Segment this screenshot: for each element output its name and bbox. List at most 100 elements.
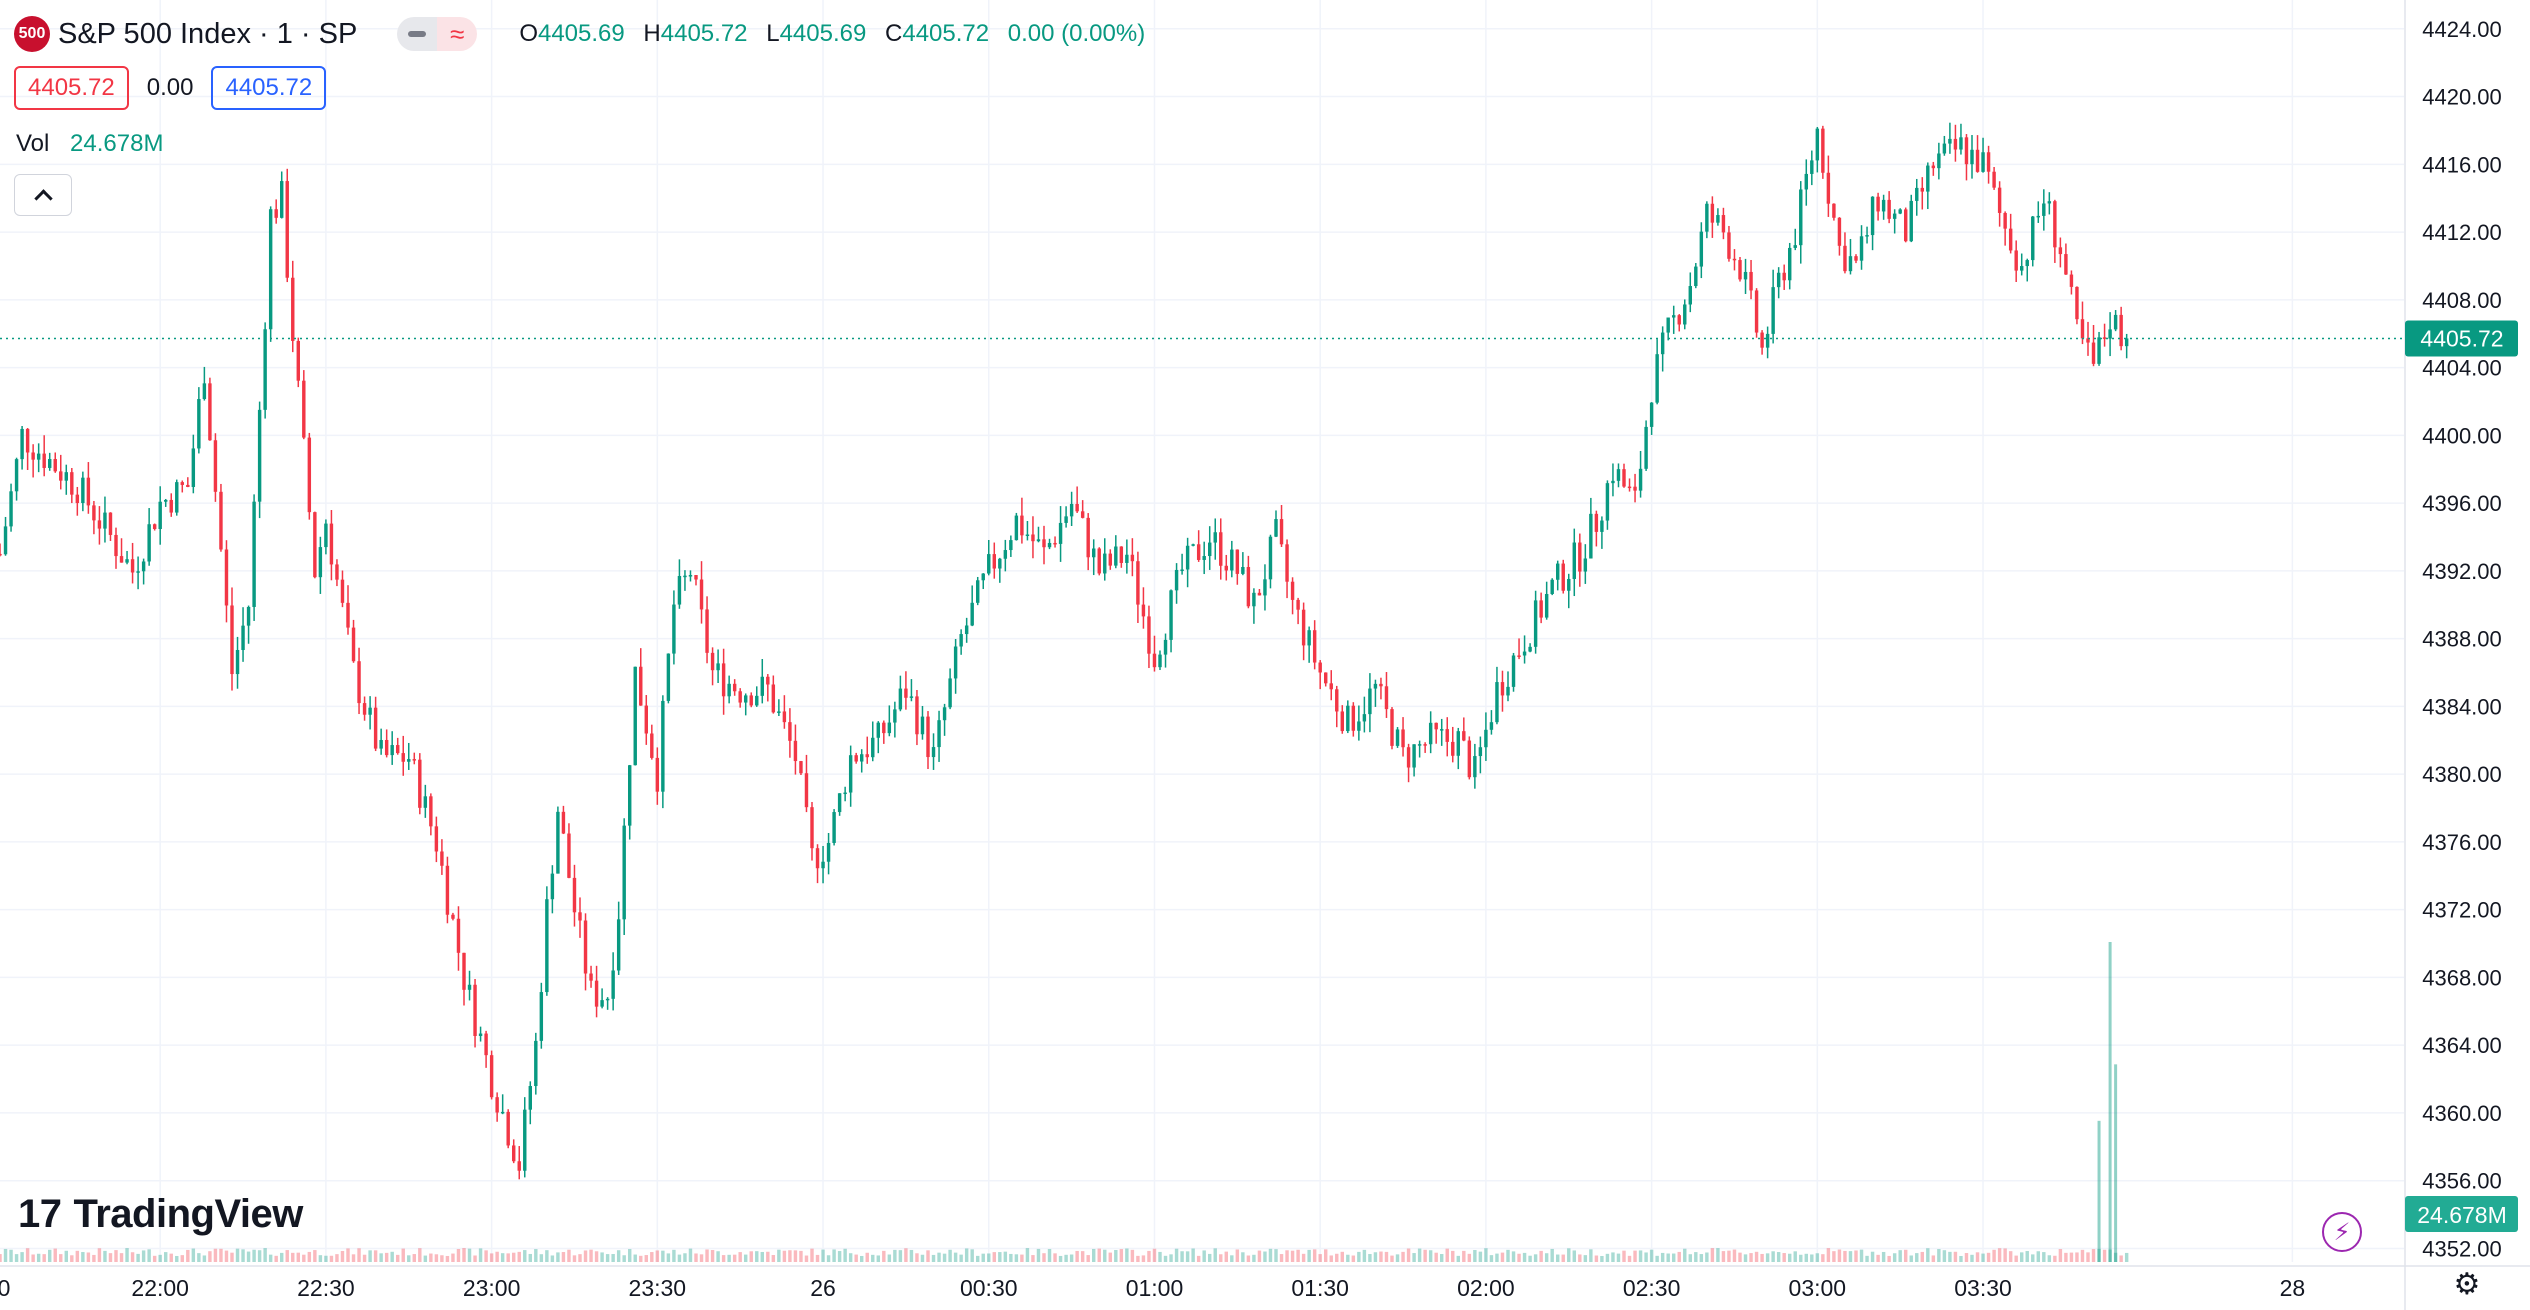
volume-bar	[826, 1255, 831, 1262]
volume-bar	[1373, 1252, 1378, 1262]
lightning-icon[interactable]: ⚡	[2322, 1212, 2362, 1252]
volume-bar	[1268, 1248, 1273, 1262]
candle-body	[1075, 503, 1079, 512]
volume-bar	[48, 1249, 52, 1262]
candle-body	[788, 722, 792, 741]
candle-body	[1605, 483, 1610, 521]
volume-bar	[1031, 1255, 1035, 1262]
price-axis[interactable]: 4424.00 4420.00 4416.00 4412.00 4408.00 4404.…	[2404, 0, 2502, 1310]
market-closed-icon[interactable]	[397, 17, 438, 51]
candle-body	[1379, 683, 1383, 687]
volume-bar	[1191, 1248, 1195, 1262]
candle-body	[1428, 722, 1433, 745]
candle-body	[942, 707, 947, 721]
volume-bar	[257, 1250, 262, 1262]
volume-bar	[1042, 1253, 1046, 1262]
volume-bar	[523, 1250, 527, 1262]
candle-body	[1268, 536, 1273, 580]
time-axis[interactable]: :30 22:00 22:30 23:00 23:30 26 00:30 01:00 01:30…	[0, 1265, 2530, 1301]
candle-body	[213, 440, 218, 492]
volume-bar	[561, 1252, 566, 1262]
candle-body	[1716, 215, 1720, 223]
volume-bar	[1456, 1255, 1460, 1262]
volume-bar	[1522, 1252, 1527, 1262]
volume-bar	[1611, 1252, 1615, 1262]
candle-body	[1567, 578, 1571, 591]
symbol-title[interactable]: S&P 500 Index · 1 · SP	[58, 17, 358, 50]
volume-bar	[285, 1250, 289, 1262]
candle-body	[274, 209, 278, 218]
volume-bar	[2008, 1251, 2013, 1262]
candle-body	[882, 722, 886, 734]
candle-body	[2036, 215, 2040, 218]
volume-bar	[418, 1248, 422, 1262]
volume-bar	[1550, 1248, 1554, 1262]
candle-body	[1660, 332, 1665, 355]
candle-body	[1324, 672, 1328, 684]
candle-body	[556, 811, 560, 874]
volume-bar	[589, 1249, 593, 1262]
candle-body	[1981, 152, 1985, 172]
candle-body	[219, 491, 223, 550]
candle-body	[1252, 592, 1256, 607]
candle-body	[1158, 654, 1162, 668]
spread-value: 0.00	[146, 74, 194, 101]
volume-bar	[1451, 1250, 1455, 1262]
approx-icon[interactable]: ≈	[437, 17, 478, 51]
volume-bar	[860, 1255, 864, 1262]
candle-body	[1633, 486, 1637, 491]
gear-icon[interactable]: ⚙	[2453, 1268, 2481, 1301]
time-tick-label: 03:00	[1789, 1275, 1847, 1301]
volume-bar	[882, 1250, 886, 1262]
candle-body	[583, 920, 588, 974]
volume-bar	[1837, 1249, 1842, 1262]
candle-body	[1346, 705, 1350, 732]
candle-body	[1097, 548, 1101, 574]
volume-bar	[1478, 1251, 1483, 1262]
volume-bar	[2080, 1249, 2085, 1262]
candle-body	[727, 683, 731, 697]
buy-price-button[interactable]: 4405.72	[211, 66, 327, 110]
candle-body	[1069, 503, 1074, 517]
candle-body	[987, 554, 991, 574]
candle-body	[572, 877, 577, 913]
volume-bar	[141, 1250, 146, 1262]
volume-bar	[191, 1248, 196, 1262]
volume-bar	[583, 1250, 588, 1262]
candle-body	[412, 759, 416, 761]
candle-body	[1920, 187, 1924, 192]
volume-bar	[401, 1248, 405, 1262]
collapse-legend-button[interactable]	[14, 174, 72, 216]
volume-bar	[1351, 1255, 1356, 1262]
candle-body	[1594, 513, 1599, 532]
candle-body	[1815, 128, 1820, 161]
candle-body	[561, 811, 566, 834]
volume-spike	[2108, 942, 2112, 1262]
volume-bar	[25, 1248, 30, 1262]
tradingview-logo[interactable]: 17 TradingView	[18, 1192, 303, 1237]
candle-body	[981, 573, 985, 581]
candle-body	[1887, 199, 1891, 219]
candle-body	[1340, 711, 1344, 732]
candle-body	[1782, 272, 1786, 281]
volume-bar	[407, 1255, 411, 1262]
candle-body	[296, 340, 300, 381]
candle-body	[390, 745, 394, 756]
candle-body	[59, 471, 63, 481]
candle-body	[1208, 542, 1212, 557]
candle-body	[1760, 332, 1764, 348]
volume-bar	[782, 1250, 787, 1262]
candle-body	[705, 609, 709, 653]
volume-bar	[987, 1253, 991, 1262]
volume-bar	[1605, 1253, 1610, 1262]
volume-bar	[1080, 1251, 1085, 1262]
volume-bar	[1799, 1254, 1803, 1262]
sell-price-button[interactable]: 4405.72	[14, 66, 129, 110]
candle-body	[1821, 128, 1825, 173]
candle-body	[1854, 256, 1858, 261]
volume-bar	[2124, 1252, 2129, 1262]
candle-body	[1699, 231, 1704, 267]
volume-bar	[130, 1252, 135, 1262]
candle-body	[605, 998, 610, 1001]
